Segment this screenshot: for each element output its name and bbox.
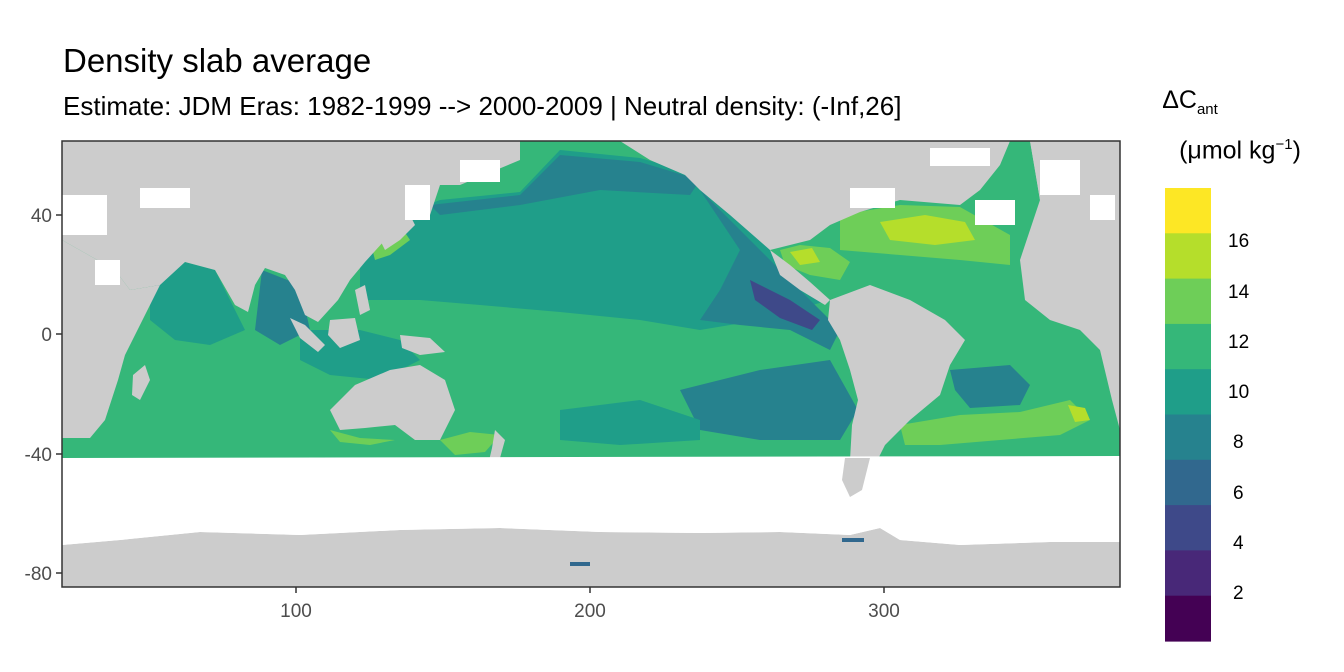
- south-atlantic-high-zone: [900, 400, 1090, 445]
- legend-color-step: [1165, 505, 1211, 551]
- x-tick-label-100: 100: [280, 601, 312, 622]
- landmass-central-america: [770, 250, 830, 305]
- y-tick-label-40: 40: [31, 206, 52, 227]
- legend-unit-open: (μmol kg: [1179, 136, 1276, 165]
- east-pacific-low-zone: [750, 280, 820, 330]
- legend-unit-superscript: −1: [1275, 136, 1293, 153]
- y-tick-label-minus40: -40: [25, 445, 52, 466]
- legend-colorbar: [1165, 188, 1211, 642]
- land-data-gaps: [62, 148, 1115, 285]
- legend-color-step: [1165, 414, 1211, 461]
- north-atlantic-high-zone: [880, 215, 975, 245]
- y-tick-label-minus80: -80: [25, 564, 52, 585]
- legend-color-step: [1165, 595, 1211, 642]
- landmass-new-zealand: [488, 430, 505, 465]
- landmass-japan: [380, 215, 415, 250]
- landmass-borneo: [328, 318, 360, 348]
- legend-unit-close: ): [1292, 136, 1301, 165]
- south-pacific-zone: [680, 360, 858, 440]
- legend-color-step: [1165, 233, 1211, 280]
- legend-color-step: [1165, 459, 1211, 506]
- caribbean-high-zone: [790, 248, 820, 265]
- legend-tick-2: 2: [1233, 583, 1244, 604]
- map-title: Density slab average: [63, 42, 372, 79]
- map-subtitle: Estimate: JDM Eras: 1982-1999 --> 2000-2…: [63, 91, 902, 121]
- map-content: [62, 141, 1120, 587]
- south-america-tip: [842, 458, 870, 497]
- legend-tick-10: 10: [1228, 382, 1249, 403]
- south-atlantic-zone: [950, 365, 1030, 408]
- legend-title-unit: (μmol kg−1): [1179, 136, 1301, 165]
- indian-ocean-arabian-zone: [150, 262, 245, 345]
- landmass-east-siberia: [620, 141, 1010, 250]
- landmass-sumatra: [290, 318, 325, 352]
- legend-color-step: [1165, 188, 1211, 234]
- landmass-antarctica: [62, 528, 1120, 587]
- south-pacific-mid-zone: [560, 400, 700, 445]
- x-axis: 100 200 300: [280, 587, 900, 622]
- landmass-philippines: [355, 285, 370, 315]
- indonesian-seas-zone: [300, 330, 420, 380]
- legend-tick-6: 6: [1233, 483, 1244, 504]
- legend-tick-12: 12: [1228, 332, 1249, 353]
- x-tick-label-200: 200: [574, 601, 606, 622]
- landmass-australia: [330, 365, 455, 440]
- y-tick-label-0: 0: [41, 325, 52, 346]
- legend-tick-16: 16: [1228, 231, 1249, 252]
- brazil-zone: [1068, 405, 1090, 422]
- x-tick-label-300: 300: [868, 601, 900, 622]
- legend-color-step: [1165, 550, 1211, 597]
- antarctic-shelf-patch: [570, 562, 590, 566]
- legend-color-step: [1165, 323, 1211, 370]
- legend-title-variable: ΔCant: [1162, 86, 1218, 118]
- legend-title-subscript: ant: [1196, 101, 1218, 118]
- landmass-south-america: [828, 285, 965, 495]
- ocean-zones: [150, 150, 1090, 455]
- legend-tick-8: 8: [1233, 432, 1244, 453]
- south-australia-zone: [330, 430, 395, 445]
- legend-color-step: [1165, 369, 1211, 416]
- y-axis: 40 0 -40 -80: [25, 206, 62, 585]
- subarctic-pacific-zone: [430, 155, 700, 215]
- landmass-new-guinea: [400, 335, 445, 355]
- landmass-africa: [62, 240, 160, 438]
- legend-color-step: [1165, 278, 1211, 325]
- landmass-madagascar: [132, 365, 150, 400]
- panel-border: [61, 140, 1121, 588]
- tasman-zone: [440, 432, 500, 455]
- legend-tick-labels: 16 14 12 10 8 6 4 2: [1228, 231, 1250, 604]
- legend-tick-14: 14: [1228, 282, 1250, 303]
- legend-title-symbol: ΔC: [1162, 86, 1197, 114]
- antarctic-peninsula-patch: [842, 538, 864, 542]
- legend-tick-4: 4: [1233, 533, 1244, 554]
